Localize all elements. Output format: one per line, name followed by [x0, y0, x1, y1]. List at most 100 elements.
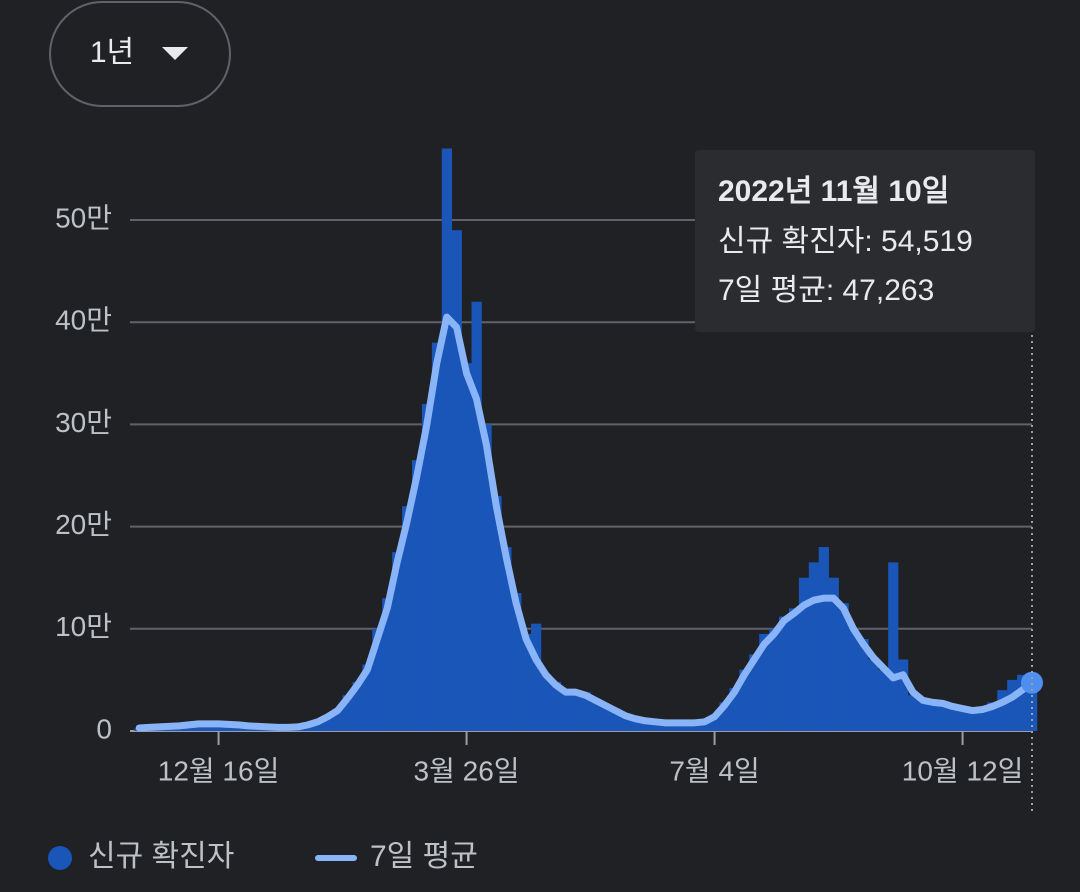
bar: [421, 403, 433, 731]
bar: [927, 702, 939, 731]
bar: [620, 715, 631, 731]
bar: [917, 700, 929, 731]
bar: [550, 681, 562, 731]
bar: [908, 695, 919, 731]
bar: [769, 628, 780, 731]
range-button[interactable]: [49, 1, 231, 107]
bar: [531, 623, 542, 731]
bar: [570, 694, 581, 731]
legend-label: 신규 확진자: [88, 840, 234, 873]
bar: [521, 633, 532, 731]
bar: [749, 654, 760, 731]
bar: [362, 664, 373, 731]
bar: [1007, 679, 1018, 731]
bar: [610, 708, 621, 731]
bar: [997, 690, 1008, 731]
bar: [352, 681, 363, 731]
bar: [868, 659, 879, 731]
x-tick-label: 3월 26일: [414, 755, 520, 786]
bar: [858, 639, 869, 731]
bar: [818, 547, 829, 731]
plot: 0 10만 20만 30만 40만 50만 12월 16일 3월 26일 7월 4일 10월 12…: [55, 148, 1043, 786]
y-tick-label: 10만: [55, 611, 112, 642]
bar: [392, 552, 403, 731]
legend-swatch: [48, 846, 72, 870]
bar: [491, 495, 502, 731]
bar: [779, 616, 790, 731]
y-tick-label: 50만: [55, 202, 112, 233]
bar: [660, 722, 671, 731]
bar: [878, 669, 889, 731]
y-tick-label: 40만: [55, 305, 112, 336]
bar: [679, 722, 691, 731]
x-tick-label: 10월 12일: [902, 755, 1024, 786]
bar: [540, 674, 552, 731]
range-label[interactable]: 1년: [90, 36, 134, 69]
bar: [332, 708, 343, 731]
bar: [511, 593, 522, 731]
bar: [600, 704, 611, 731]
bar: [739, 669, 750, 731]
bar: [402, 506, 413, 731]
bar: [828, 577, 839, 731]
bar: [412, 460, 423, 731]
bar: [798, 577, 810, 731]
bar: [759, 633, 770, 731]
bar: [481, 424, 492, 731]
bar: [501, 547, 512, 731]
bar: [580, 692, 591, 731]
bar: [372, 628, 383, 731]
bar: [719, 702, 730, 731]
bar: [312, 720, 324, 731]
bar: [937, 702, 948, 731]
bar: [888, 562, 899, 731]
hover-dot: [1021, 671, 1043, 694]
tooltip-row: 신규 확진자: 54,519: [718, 225, 973, 258]
y-tick-label: 0: [96, 713, 112, 744]
bar: [431, 342, 443, 731]
bar: [1017, 674, 1028, 731]
bar: [699, 720, 710, 731]
y-tick-label: 20만: [55, 509, 112, 540]
bar: [590, 700, 601, 731]
bar: [560, 690, 572, 731]
bar: [848, 628, 859, 731]
bar: [322, 715, 333, 731]
dropdown-arrow[interactable]: [162, 47, 188, 60]
bar: [1027, 675, 1038, 731]
bar: [977, 708, 988, 731]
x-tick-label: 7월 4일: [669, 755, 759, 786]
bar: [640, 720, 651, 731]
tooltip-row: 7일 평균: 47,263: [718, 274, 934, 307]
bar: [689, 721, 700, 731]
bar: [987, 702, 998, 731]
tooltip: [695, 150, 1035, 332]
bar: [669, 722, 681, 731]
tooltip-date: 2022년 11월 10일: [718, 175, 949, 208]
bar: [957, 708, 968, 731]
legend-label: 7일 평균: [370, 840, 478, 873]
bar: [382, 598, 393, 731]
bar: [461, 363, 472, 731]
bar: [898, 659, 909, 731]
bar: [203, 723, 214, 731]
bar: [808, 562, 820, 731]
bar: [223, 724, 234, 731]
bar: [650, 721, 661, 731]
average-line: [135, 313, 1036, 732]
bar: [471, 301, 482, 731]
bar: [441, 148, 452, 731]
bar: [709, 715, 720, 731]
bar: [788, 608, 800, 731]
bar: [838, 603, 849, 731]
bar: [342, 695, 353, 731]
bar: [729, 688, 740, 731]
x-tick-label: 12월 16일: [158, 755, 280, 786]
bar: [451, 230, 462, 731]
bar: [630, 718, 641, 731]
bar: [947, 705, 958, 731]
bar: [967, 710, 978, 731]
